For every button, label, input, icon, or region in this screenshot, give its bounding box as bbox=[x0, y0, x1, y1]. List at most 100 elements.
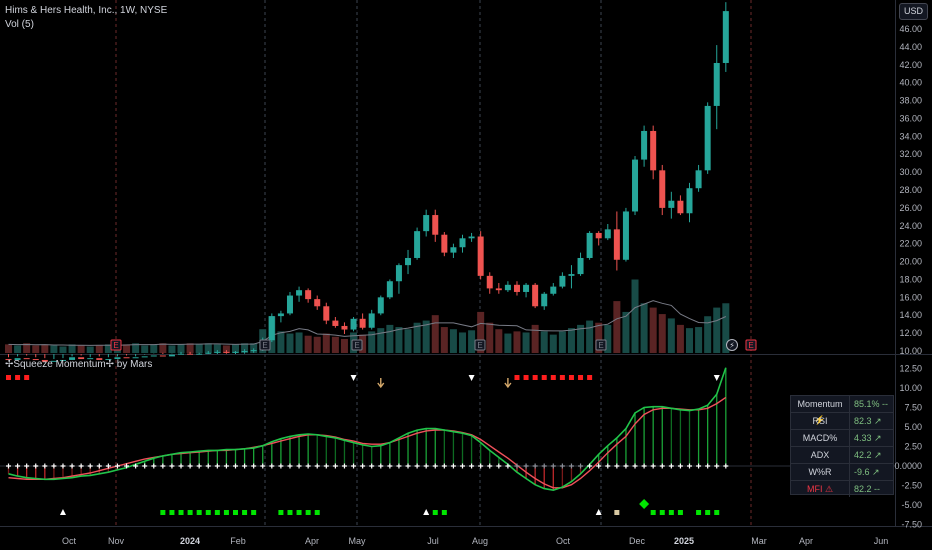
volume-bar bbox=[304, 335, 312, 353]
volume-bar bbox=[686, 328, 693, 353]
earnings-marker: E bbox=[259, 339, 271, 351]
volume-bar bbox=[159, 343, 167, 353]
squeeze-cross-marker bbox=[641, 463, 647, 469]
candle-body bbox=[214, 351, 221, 353]
squeeze-cross-marker bbox=[151, 463, 157, 469]
volume-bar bbox=[213, 344, 221, 353]
squeeze-on-square bbox=[532, 375, 538, 380]
lightning-glyph: ⚡ bbox=[729, 341, 735, 350]
squeeze-cross-marker bbox=[214, 463, 220, 469]
time-tick-label: Jun bbox=[874, 536, 889, 546]
price-tick-label: 40.00 bbox=[899, 78, 922, 88]
neutral-square bbox=[614, 510, 620, 515]
volume-bar bbox=[232, 344, 239, 353]
squeeze-cross-marker bbox=[305, 463, 311, 469]
squeeze-on-square bbox=[578, 375, 584, 380]
volume-bar bbox=[649, 307, 657, 353]
volume-bar bbox=[41, 344, 49, 353]
volume-bar bbox=[567, 328, 575, 353]
time-tick-label: 2025 bbox=[674, 536, 694, 546]
earnings-marker: E bbox=[351, 339, 363, 351]
squeeze-cross-marker bbox=[78, 463, 84, 469]
squeeze-off-square bbox=[677, 510, 683, 515]
price-tick-label: 16.00 bbox=[899, 292, 922, 302]
momentum-line bbox=[8, 367, 727, 492]
squeeze-off-square bbox=[441, 510, 447, 515]
candle-body bbox=[513, 284, 520, 292]
squeeze-off-square bbox=[278, 510, 284, 515]
earnings-e-glyph: E bbox=[262, 341, 267, 350]
squeeze-cross-marker bbox=[487, 463, 493, 469]
time-tick-label: Nov bbox=[108, 536, 125, 546]
candle-body bbox=[586, 232, 593, 258]
candle-body bbox=[377, 297, 384, 314]
candle-body bbox=[441, 234, 448, 253]
squeeze-cross-marker bbox=[133, 463, 139, 469]
earnings-e-icon bbox=[474, 339, 486, 351]
squeeze-cross-marker bbox=[369, 463, 375, 469]
price-tick-label: 12.00 bbox=[899, 328, 922, 338]
candle-body bbox=[150, 355, 157, 357]
stats-value: -9.6 ↗ bbox=[849, 464, 893, 480]
symbol-title[interactable]: Hims & Hers Health, Inc., 1W, NYSE bbox=[5, 5, 168, 16]
squeeze-cross-marker bbox=[269, 463, 275, 469]
squeeze-cross-marker bbox=[550, 463, 556, 469]
candle-body bbox=[168, 354, 175, 357]
time-tick-label: 2024 bbox=[180, 536, 200, 546]
volume-legend[interactable]: Vol (5) bbox=[5, 19, 34, 30]
time-tick-label: Oct bbox=[556, 536, 571, 546]
squeeze-cross-marker bbox=[578, 463, 584, 469]
volume-bar bbox=[422, 320, 430, 353]
squeeze-cross-marker bbox=[160, 463, 166, 469]
squeeze-cross-marker bbox=[478, 463, 484, 469]
earnings-marker: E bbox=[595, 339, 607, 351]
currency-button[interactable]: USD bbox=[899, 3, 928, 20]
squeeze-cross-marker bbox=[423, 463, 429, 469]
squeeze-cross-marker bbox=[6, 463, 11, 469]
indicator-tick-label: -2.50 bbox=[901, 481, 922, 491]
volume-bar bbox=[104, 344, 112, 353]
indicator-axis[interactable]: 12.50 10.00 7.50 5.00 2.50 0.0000 -2.50 -5.00 -7… bbox=[894, 364, 922, 530]
candle-body bbox=[250, 350, 257, 352]
squeeze-cross-marker bbox=[223, 463, 229, 469]
squeeze-cross-marker bbox=[677, 463, 683, 469]
squeeze-cross-marker bbox=[142, 463, 148, 469]
candle-body bbox=[395, 265, 402, 282]
volume-bar bbox=[513, 331, 521, 353]
earnings-e-glyph: E bbox=[477, 341, 482, 350]
price-axis[interactable]: 46.00 44.00 42.00 40.00 38.00 36.00 34.00 32.00… bbox=[899, 24, 922, 356]
squeeze-cross-marker bbox=[187, 463, 193, 469]
time-tick-label: Oct bbox=[62, 536, 77, 546]
volume-bar bbox=[195, 344, 203, 353]
price-tick-label: 18.00 bbox=[899, 274, 922, 284]
buy-triangle-icon bbox=[423, 509, 430, 515]
squeeze-off-square bbox=[223, 510, 229, 515]
volume-bar bbox=[241, 343, 249, 353]
candle-body bbox=[187, 353, 194, 355]
squeeze-off-square bbox=[305, 510, 311, 515]
candle-body bbox=[704, 105, 711, 171]
candle-body bbox=[523, 284, 530, 292]
earnings-markers[interactable]: E E E E E ⚡ E bbox=[110, 339, 757, 351]
price-tick-label: 22.00 bbox=[899, 239, 922, 249]
volume-bar bbox=[495, 329, 503, 353]
candle-body bbox=[659, 170, 666, 208]
volume-bar bbox=[595, 322, 603, 353]
candlestick-series[interactable] bbox=[5, 2, 729, 362]
squeeze-cross-marker bbox=[587, 463, 593, 469]
time-axis[interactable]: Oct Nov 2024 Feb Apr May Jul Aug Oct Dec 2025 Mar Ap… bbox=[62, 536, 888, 546]
candle-body bbox=[550, 286, 557, 294]
earnings-e-icon bbox=[745, 339, 757, 351]
stats-key: MFI ⚠ bbox=[806, 484, 834, 494]
squeeze-cross-marker bbox=[378, 463, 384, 469]
buy-triangle-icon bbox=[595, 509, 602, 515]
squeeze-cross-marker bbox=[714, 463, 720, 469]
squeeze-momentum-pane[interactable] bbox=[0, 367, 895, 515]
squeeze-on-square bbox=[15, 375, 21, 380]
squeeze-cross-marker bbox=[351, 463, 357, 469]
squeeze-cross-marker bbox=[96, 463, 102, 469]
indicator-title[interactable]: ✢Squeeze Momentum✢ by Mars bbox=[5, 359, 153, 370]
candle-body bbox=[114, 357, 121, 360]
volume-bar bbox=[431, 315, 439, 353]
